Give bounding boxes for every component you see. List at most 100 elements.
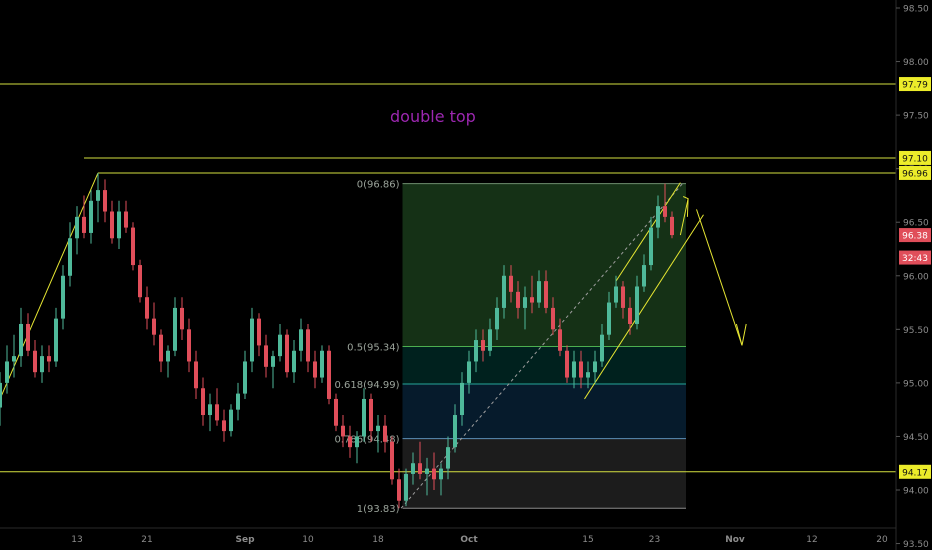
price-label-text: 94.17 bbox=[902, 468, 928, 478]
candle-body bbox=[341, 425, 345, 437]
candle-body bbox=[474, 340, 478, 362]
candle-body bbox=[418, 463, 422, 474]
candle-body bbox=[208, 404, 212, 416]
candle-body bbox=[348, 436, 352, 448]
candle-body bbox=[530, 297, 534, 303]
candle-body bbox=[320, 350, 324, 378]
candle-body bbox=[649, 227, 653, 266]
candle-body bbox=[390, 441, 394, 480]
candle-body bbox=[663, 206, 667, 217]
candle-body bbox=[89, 200, 93, 233]
price-label-box bbox=[899, 250, 931, 265]
candle-body bbox=[0, 382, 2, 408]
down-arrow-head bbox=[735, 323, 747, 346]
x-tick-label: 21 bbox=[141, 535, 152, 545]
candle-body bbox=[460, 382, 464, 416]
candle-body bbox=[614, 286, 618, 303]
candle-body bbox=[439, 468, 443, 480]
candle-body bbox=[82, 216, 86, 233]
price-label-box bbox=[899, 464, 931, 479]
candle-body bbox=[124, 211, 128, 228]
candle-body bbox=[285, 334, 289, 373]
candle-body bbox=[327, 350, 331, 399]
price-label-box bbox=[899, 165, 931, 180]
candle-body bbox=[523, 297, 527, 308]
time-axis[interactable]: 13 21 Sep 10 18 Oct 15 23 Nov 12 20 bbox=[71, 535, 888, 545]
candle-body bbox=[488, 329, 492, 351]
candle-body bbox=[215, 404, 219, 421]
candle-body bbox=[26, 323, 30, 351]
candle-body bbox=[642, 265, 646, 287]
candle-body bbox=[404, 473, 408, 501]
price-label-box bbox=[899, 228, 931, 243]
x-tick-label: Sep bbox=[235, 535, 255, 545]
trend-drawings[interactable] bbox=[0, 172, 747, 400]
candle-body bbox=[187, 329, 191, 362]
candle-body bbox=[453, 415, 457, 448]
candle-body bbox=[229, 409, 233, 432]
fibonacci-retracement[interactable]: 0(96.86) 0.5(95.34) 0.618(94.99) 0.786(94.4… bbox=[334, 180, 686, 516]
candle-body bbox=[544, 281, 548, 308]
up-arrow-line bbox=[679, 198, 689, 236]
y-tick-label: 94.50 bbox=[903, 433, 929, 443]
candle-body bbox=[292, 350, 296, 373]
price-label-text: 96.96 bbox=[902, 169, 928, 179]
candle-body bbox=[250, 318, 254, 362]
channel-lower-line bbox=[584, 214, 704, 400]
candle-body bbox=[75, 216, 79, 239]
candle-body bbox=[516, 291, 520, 308]
candle-body bbox=[152, 318, 156, 335]
candle-body bbox=[264, 345, 268, 367]
x-tick-label: 20 bbox=[876, 535, 888, 545]
double-top-annotation: double top bbox=[390, 107, 476, 126]
candle-body bbox=[243, 361, 247, 394]
candle-body bbox=[362, 398, 366, 437]
fib-zone bbox=[402, 438, 686, 509]
y-tick-label: 94.00 bbox=[903, 487, 929, 497]
fib-level-label: 0.5(95.34) bbox=[347, 342, 399, 353]
candle-body bbox=[12, 356, 16, 362]
candle-body bbox=[236, 393, 240, 410]
candle-body bbox=[306, 329, 310, 362]
candle-body bbox=[607, 302, 611, 335]
candle-body bbox=[313, 361, 317, 378]
down-arrow-line bbox=[696, 209, 743, 346]
fib-zone bbox=[402, 183, 686, 347]
candle-body bbox=[572, 361, 576, 378]
x-tick-label: 13 bbox=[71, 535, 82, 545]
candle-body bbox=[194, 361, 198, 389]
y-tick-label: 95.00 bbox=[903, 379, 929, 389]
x-tick-label: Oct bbox=[460, 535, 478, 545]
y-tick-label: 98.50 bbox=[903, 5, 929, 15]
candle-body bbox=[467, 361, 471, 383]
x-tick-label: Nov bbox=[725, 535, 745, 545]
y-tick-label: 93.50 bbox=[903, 540, 929, 550]
candle-body bbox=[383, 425, 387, 442]
candle-body bbox=[355, 436, 359, 448]
candle-body bbox=[19, 323, 23, 357]
candle-body bbox=[593, 361, 597, 373]
candle-body bbox=[299, 329, 303, 351]
candle-body bbox=[411, 463, 415, 474]
candle-body bbox=[271, 356, 275, 367]
candle-body bbox=[5, 361, 9, 383]
fib-zone bbox=[402, 383, 686, 439]
price-axis-labels: 97.79 97.10 96.96 96.38 32:43 94.17 bbox=[899, 77, 931, 479]
y-tick-label: 95.50 bbox=[903, 326, 929, 336]
candle-body bbox=[621, 286, 625, 308]
y-tick-label: 98.00 bbox=[903, 58, 929, 68]
candle-body bbox=[257, 318, 261, 346]
price-label-box bbox=[899, 77, 931, 92]
price-label-text: 97.10 bbox=[902, 154, 928, 164]
fib-level-label: 0(96.86) bbox=[357, 180, 400, 191]
candle-body bbox=[131, 227, 135, 266]
candle-body bbox=[110, 211, 114, 239]
candle-body bbox=[166, 350, 170, 362]
fib-level-label: 0.786(94.48) bbox=[334, 435, 399, 446]
x-tick-label: 23 bbox=[649, 535, 660, 545]
x-tick-label: 12 bbox=[806, 535, 817, 545]
candle-body bbox=[635, 286, 639, 324]
candle-body bbox=[670, 216, 674, 236]
candle-body bbox=[586, 372, 590, 378]
